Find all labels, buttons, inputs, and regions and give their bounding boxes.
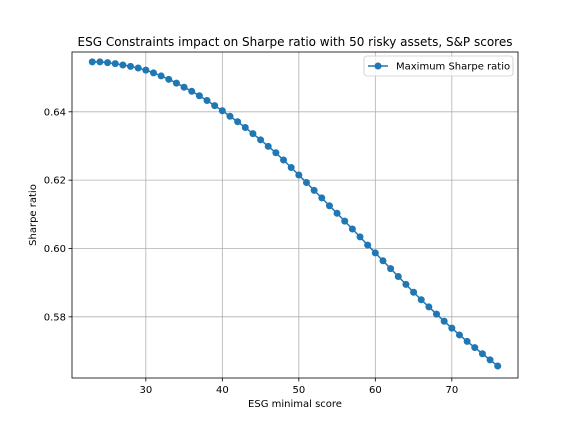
- data-point: [203, 97, 211, 105]
- data-point: [249, 130, 257, 138]
- data-point: [463, 337, 471, 345]
- x-tick-label: 70: [445, 385, 458, 396]
- data-point: [226, 112, 234, 120]
- data-point: [127, 62, 135, 70]
- data-point: [486, 356, 494, 364]
- data-point: [471, 344, 479, 352]
- data-point: [448, 324, 456, 332]
- data-point: [134, 64, 142, 72]
- data-point: [104, 59, 112, 67]
- series-layer: [88, 58, 502, 370]
- data-point: [333, 209, 341, 217]
- grid: [72, 52, 518, 378]
- data-point: [379, 257, 387, 265]
- data-point: [341, 217, 349, 225]
- data-point: [180, 83, 188, 91]
- y-tick-label: 0.60: [44, 244, 66, 255]
- data-point: [88, 58, 96, 66]
- data-point: [111, 60, 119, 68]
- data-point: [425, 303, 433, 311]
- data-point: [257, 136, 265, 144]
- data-point: [149, 69, 157, 77]
- x-tick-label: 60: [369, 385, 382, 396]
- data-point: [417, 296, 425, 304]
- y-axis-label: Sharpe ratio: [28, 184, 39, 246]
- data-point: [478, 350, 486, 358]
- data-point: [188, 87, 196, 95]
- data-point: [364, 241, 372, 249]
- x-tick-label: 30: [139, 385, 152, 396]
- y-tick-label: 0.58: [44, 312, 66, 323]
- data-point: [241, 124, 249, 132]
- data-point: [394, 273, 402, 281]
- data-point: [410, 288, 418, 296]
- data-point: [165, 75, 173, 83]
- data-point: [218, 107, 226, 115]
- chart-title: ESG Constraints impact on Sharpe ratio w…: [78, 35, 513, 49]
- x-axis-label: ESG minimal score: [248, 399, 342, 410]
- legend-box: [363, 55, 514, 77]
- data-point: [310, 186, 318, 194]
- data-point: [287, 164, 295, 172]
- data-point: [325, 202, 333, 210]
- data-point: [440, 317, 448, 325]
- data-point: [211, 102, 219, 110]
- plot-frame: [71, 51, 519, 379]
- data-point: [264, 142, 272, 150]
- tick-layer: 30 40 50 60 70 0.58 0.60 0.62 0.64: [44, 107, 458, 396]
- data-point: [371, 249, 379, 257]
- x-tick-label: 40: [216, 385, 229, 396]
- x-tick-label: 50: [292, 385, 305, 396]
- data-point: [195, 92, 203, 100]
- data-point: [402, 280, 410, 288]
- data-point: [172, 79, 180, 87]
- data-point: [302, 179, 310, 187]
- data-point: [157, 72, 165, 80]
- legend-marker: [374, 62, 382, 70]
- y-tick-label: 0.62: [44, 176, 66, 187]
- data-point: [318, 194, 326, 202]
- data-point: [119, 61, 127, 69]
- data-point: [234, 118, 242, 126]
- data-point: [295, 171, 303, 179]
- data-point: [96, 58, 104, 66]
- data-point: [455, 331, 463, 339]
- data-point: [494, 362, 502, 370]
- data-point: [142, 66, 150, 74]
- y-tick-label: 0.64: [44, 107, 66, 118]
- data-point: [356, 233, 364, 241]
- data-point: [387, 265, 395, 273]
- data-point: [433, 310, 441, 318]
- data-point: [348, 225, 356, 233]
- data-point: [272, 149, 280, 157]
- legend-label: Maximum Sharpe ratio: [396, 62, 510, 73]
- legend: Maximum Sharpe ratio: [363, 55, 514, 77]
- data-point: [280, 156, 288, 164]
